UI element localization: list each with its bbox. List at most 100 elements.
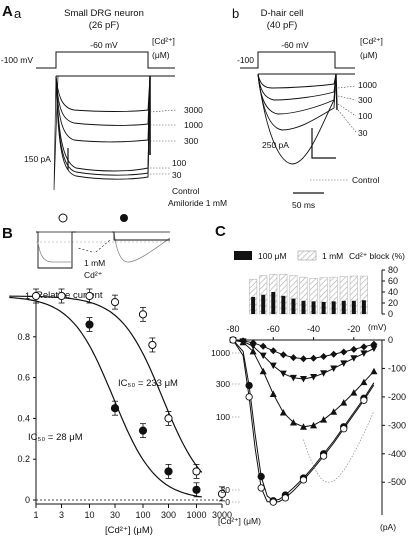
- iv-marker-tri-up: [350, 389, 358, 396]
- iv-marker-diamond: [310, 354, 318, 362]
- hold-label-100mv: -100 mV: [1, 55, 33, 65]
- iv-marker-tri-up: [269, 390, 277, 398]
- subpanel-b-dhair: b D-hair cell (40 pF) -100 -60 mV [Cd²⁺]…: [232, 6, 383, 210]
- block-y-tick-label: 40: [388, 287, 398, 297]
- data-point-b: [138, 426, 148, 435]
- data-point-b: [85, 291, 94, 301]
- inset-trace-blocked-b: [112, 231, 170, 241]
- cd-label-b: [Cd²⁺]: [360, 36, 383, 46]
- cd-label: [Cd²⁺]: [152, 36, 175, 46]
- inset-filled-circle: [120, 214, 128, 222]
- iv-marker-tri-up: [340, 399, 348, 406]
- iv-marker-tri-up: [370, 367, 378, 375]
- iv-y-tick-label: -300: [388, 420, 406, 430]
- iv-marker-circle: [257, 484, 265, 492]
- data-point-b: [57, 291, 66, 301]
- iv-marker-circle: [299, 476, 308, 484]
- bar-100um: [281, 295, 286, 314]
- cd-axis-label-c: [Cd²⁺] (μM): [218, 516, 261, 526]
- block-axis-label: Cd²⁺ block (%): [349, 251, 405, 261]
- iv-marker-tri-down: [310, 373, 318, 381]
- inset-trace-blocked: [36, 231, 76, 269]
- capacitive-transient-a: [53, 75, 59, 191]
- y-tick-label-b: 0.8: [17, 332, 30, 342]
- iv-marker-circle: [269, 498, 277, 506]
- iv-marker-tri-up: [279, 409, 287, 416]
- iv-y-tick-label: -400: [388, 449, 406, 459]
- trace-b-300: [257, 73, 337, 101]
- iv-marker-tri-down: [299, 375, 307, 383]
- iv-series-label: 30: [221, 485, 231, 495]
- sublabel-a: a: [14, 6, 22, 21]
- trace-label-amiloride: Amiloride 1 mM: [168, 198, 227, 208]
- bar-100um: [341, 300, 346, 314]
- iv-marker-tri-up: [289, 419, 297, 426]
- callout-arrow-left: [77, 247, 93, 253]
- iv-marker-diamond: [360, 343, 368, 351]
- trace-3000: [55, 75, 175, 112]
- iv-y-tick-label: -100: [388, 363, 406, 373]
- data-point-b: [217, 489, 227, 498]
- iv-marker-diamond: [259, 342, 267, 350]
- data-point-b: [192, 485, 201, 494]
- x-tick-label-b: 1000: [186, 510, 206, 520]
- trace-label-b-control: Control: [352, 175, 380, 185]
- step-label-60mv: -60 mV: [90, 40, 118, 50]
- iv-marker-tri-down: [249, 343, 257, 350]
- chart-iv-curves: -80 -60 -40 -200-100-200-300-400-5001000300…: [211, 324, 406, 515]
- y-tick-label-b: 0.2: [17, 454, 30, 464]
- trace-1000: [55, 75, 151, 126]
- annotation-ic50-233: IC₅₀ = 233 μM: [118, 378, 178, 389]
- bar-100um: [251, 296, 256, 314]
- iv-marker-diamond: [299, 355, 307, 363]
- block-y-tick-label: 60: [388, 276, 398, 286]
- trace-b-control: [257, 73, 337, 165]
- trace-300: [55, 75, 151, 143]
- iv-x-tick-label: -60: [267, 324, 280, 334]
- title-small-drg: Small DRG neuron: [64, 8, 144, 19]
- bar-100um: [321, 301, 326, 314]
- panel-a: A a Small DRG neuron (26 pF) -100 mV -60…: [1, 3, 383, 210]
- data-point-b: [148, 340, 157, 350]
- iv-marker-tri-up: [320, 416, 328, 423]
- panel-b-inset: 1 mM Cd²⁺: [36, 213, 171, 280]
- iv-marker-diamond: [279, 351, 287, 359]
- block-y-tick-label: 20: [388, 298, 398, 308]
- data-point-b: [192, 467, 201, 476]
- iv-series-label: 100: [216, 412, 230, 422]
- scale-bar-b: [311, 128, 336, 159]
- block-y-tick-label: 0: [388, 309, 393, 319]
- iv-x-tick-label: -20: [347, 324, 360, 334]
- bar-100um: [261, 294, 266, 314]
- bar-100um: [301, 300, 306, 314]
- trace-label-b-1000: 1000: [358, 80, 377, 90]
- callout-arrow-right: [95, 239, 111, 253]
- iv-marker-circle: [281, 494, 290, 502]
- traces-b: [257, 73, 355, 165]
- x-axis-title-cd: [Cd²⁺] (μM): [105, 525, 153, 536]
- x-tick-label-b: 30: [110, 510, 120, 520]
- inset-trace-control-b: [113, 231, 171, 263]
- legend-label-1mm: 1 mM: [322, 251, 343, 261]
- iv-marker-circle: [245, 393, 253, 401]
- scale-label-250pa: 250 pA: [262, 140, 289, 150]
- iv-y-tick-label: -500: [388, 477, 406, 487]
- iv-series-label: 1000: [211, 348, 230, 358]
- fit-curve-b: [9, 296, 202, 498]
- iv-marker-diamond: [269, 347, 277, 355]
- iv-marker-diamond: [340, 348, 348, 356]
- bar-100um: [361, 300, 366, 314]
- inset-open-circle: [58, 213, 68, 223]
- iv-control-guide: [303, 410, 375, 483]
- x-tick-label-b: 100: [135, 510, 150, 520]
- scale-label-150pa: 150 pA: [24, 154, 51, 164]
- cd-unit-label-b: (μM): [360, 50, 378, 60]
- bar-100um: [331, 301, 336, 314]
- iv-y-tick-label: 0: [388, 335, 393, 345]
- block-y-tick-label: 80: [388, 265, 398, 275]
- chart-relative-current: 00.20.40.60.811 3 10 30 100 300 1000 3000 [Cd²⁺…: [9, 288, 232, 536]
- x-tick-label-b: 1: [33, 510, 38, 520]
- subtitle-26pf: (26 pF): [89, 20, 120, 31]
- iv-marker-tri-down: [269, 362, 277, 370]
